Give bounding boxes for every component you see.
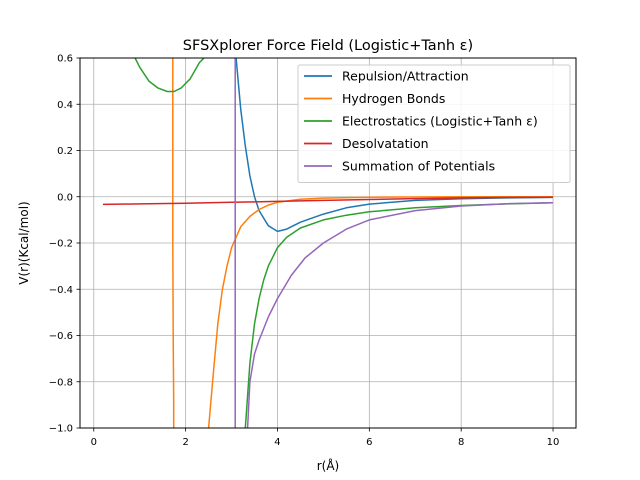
series-line-2-branch bbox=[244, 202, 554, 428]
x-tick-label: 6 bbox=[366, 437, 372, 448]
series-group bbox=[102, 58, 554, 428]
y-tick-label: 0.2 bbox=[57, 146, 73, 157]
series-line-1-branch bbox=[207, 195, 553, 428]
y-tick-label: 0.0 bbox=[57, 192, 73, 203]
y-axis-label: V(r)(Kcal/mol) bbox=[17, 201, 31, 284]
legend-label: Desolvatation bbox=[342, 136, 429, 151]
y-tick-label: 0.6 bbox=[57, 54, 73, 65]
y-tick-label: −0.2 bbox=[49, 239, 73, 250]
y-tick-label: 0.4 bbox=[57, 100, 73, 111]
series-line-4-branch bbox=[246, 202, 554, 428]
series-line-2 bbox=[134, 58, 205, 93]
legend-box bbox=[297, 64, 571, 183]
x-tick-label: 0 bbox=[91, 437, 97, 448]
axis-ticks: 0 2 4 6 8 10 −1.0 −0.8 −0.6 −0.4 −0.2 0.0 0.2 0.4 0.6 bbox=[49, 54, 560, 449]
legend-label: Repulsion/Attraction bbox=[342, 69, 469, 84]
y-tick-label: −0.8 bbox=[49, 377, 73, 388]
legend-label: Hydrogen Bonds bbox=[342, 91, 445, 106]
y-tick-label: −1.0 bbox=[49, 424, 73, 435]
x-tick-label: 10 bbox=[547, 437, 560, 448]
x-axis-label: r(Å) bbox=[317, 458, 340, 473]
series-line-3 bbox=[102, 196, 554, 206]
legend-label: Summation of Potentials bbox=[342, 159, 495, 174]
series-line-1 bbox=[172, 58, 175, 428]
legend-label: Electrostatics (Logistic+Tanh ε) bbox=[342, 114, 538, 129]
x-tick-label: 8 bbox=[458, 437, 464, 448]
x-tick-label: 2 bbox=[182, 437, 188, 448]
y-tick-label: −0.6 bbox=[49, 331, 73, 342]
y-tick-label: −0.4 bbox=[49, 285, 73, 296]
chart-title: SFSXplorer Force Field (Logistic+Tanh ε) bbox=[183, 38, 473, 54]
x-tick-label: 4 bbox=[274, 437, 280, 448]
series-line-0 bbox=[235, 58, 554, 233]
legend: Repulsion/Attraction Hydrogen Bonds Electr… bbox=[297, 64, 571, 183]
